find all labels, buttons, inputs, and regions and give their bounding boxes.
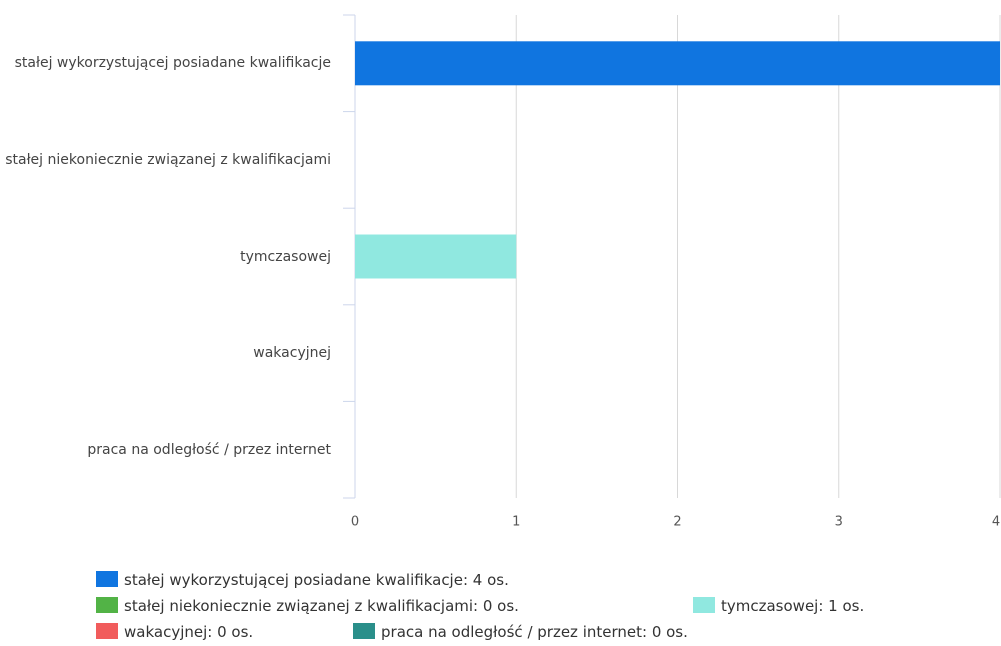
bar bbox=[355, 41, 1000, 86]
legend-label: stałej niekoniecznie związanej z kwalifi… bbox=[124, 597, 519, 615]
x-tick-label: 0 bbox=[351, 515, 359, 530]
bar bbox=[355, 234, 517, 279]
legend-label: praca na odległość / przez internet: 0 o… bbox=[381, 623, 688, 641]
x-tick-label: 3 bbox=[835, 515, 843, 530]
category-label: tymczasowej bbox=[240, 248, 331, 265]
legend-label: wakacyjnej: 0 os. bbox=[124, 623, 254, 641]
x-tick-label: 1 bbox=[512, 515, 520, 530]
legend-label: tymczasowej: 1 os. bbox=[721, 597, 865, 615]
x-tick-label: 4 bbox=[992, 515, 1000, 530]
legend-item: stałej wykorzystującej posiadane kwalifi… bbox=[96, 571, 509, 589]
category-label: wakacyjnej bbox=[253, 345, 331, 362]
x-tick-label: 2 bbox=[673, 515, 681, 530]
legend-swatch bbox=[96, 623, 118, 639]
legend-item: praca na odległość / przez internet: 0 o… bbox=[353, 623, 688, 641]
legend-swatch bbox=[96, 597, 118, 613]
category-label: stałej niekoniecznie związanej z kwalifi… bbox=[5, 151, 331, 168]
legend-item: stałej niekoniecznie związanej z kwalifi… bbox=[96, 597, 519, 615]
legend-label: stałej wykorzystującej posiadane kwalifi… bbox=[124, 571, 509, 589]
legend-swatch bbox=[96, 571, 118, 587]
legend-swatch bbox=[693, 597, 715, 613]
legend-swatch bbox=[353, 623, 375, 639]
category-label: praca na odległość / przez internet bbox=[87, 441, 331, 458]
legend-item: tymczasowej: 1 os. bbox=[693, 597, 864, 615]
legend-item: wakacyjnej: 0 os. bbox=[96, 623, 253, 641]
category-label: stałej wykorzystującej posiadane kwalifi… bbox=[14, 55, 331, 72]
